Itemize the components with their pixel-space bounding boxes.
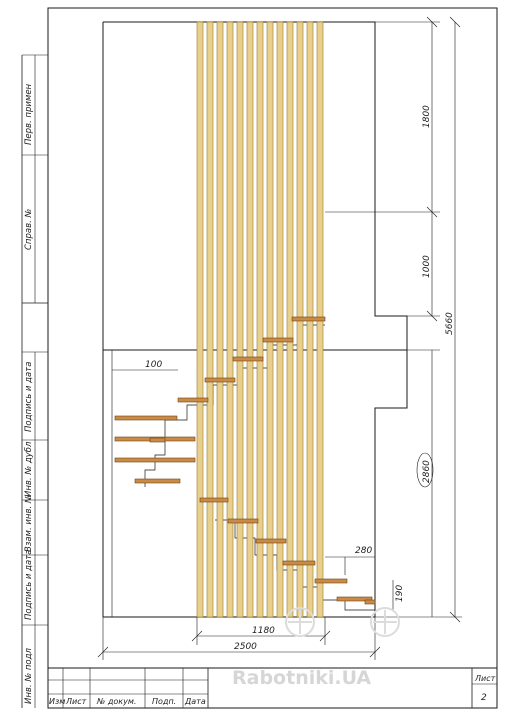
tb-podp: Подп. — [152, 697, 176, 706]
dim-2860: 2860 — [422, 460, 432, 483]
tread-1 — [291, 316, 326, 322]
tread-4 — [204, 377, 236, 383]
watermark: Rabotniki.UA — [232, 607, 400, 689]
title-block-texts: Изм Лист № докум. Подп. Дата Лист 2 — [49, 674, 496, 706]
tread-12 — [227, 518, 259, 524]
vertical-board-3 — [216, 21, 224, 618]
tread-2 — [262, 337, 294, 343]
vertical-board-9 — [276, 21, 284, 618]
vertical-board-4 — [226, 21, 234, 618]
dimension-lines — [97, 16, 462, 660]
tread-9 — [134, 478, 181, 484]
label-podpis-data-top: Подпись и дата — [24, 362, 34, 432]
watermark-text: Rabotniki.UA — [232, 667, 371, 689]
dimension-texts: 1800 1000 5660 2860 100 280 190 1180 250… — [145, 105, 455, 652]
tread-15 — [314, 578, 348, 584]
label-vzam-inv: Взам. инв. № — [24, 494, 34, 552]
dim-2500: 2500 — [234, 642, 257, 652]
vertical-board-8 — [266, 21, 274, 618]
dim-2860-frame — [416, 452, 434, 488]
watermark-emblem-icon — [285, 607, 400, 637]
dim-280: 280 — [355, 546, 372, 556]
tb-doc-no: № докум. — [96, 697, 136, 706]
tb-izm: Изм — [49, 697, 65, 706]
dim-1800: 1800 — [422, 105, 432, 128]
tread-5 — [177, 397, 209, 403]
vertical-board-1 — [196, 21, 204, 618]
dim-190: 190 — [395, 585, 405, 602]
dim-100: 100 — [145, 360, 162, 370]
tread-10 — [149, 437, 166, 443]
label-sprav-no: Справ. № — [24, 208, 34, 250]
tb-data: Дата — [184, 697, 206, 706]
tread-3 — [232, 356, 264, 362]
tread-13 — [255, 538, 287, 544]
title-block — [48, 667, 497, 708]
tb-sheet-label: Лист — [474, 674, 496, 683]
vertical-board-6 — [246, 21, 254, 618]
label-podpis-data-bottom: Подпись и дата — [24, 550, 34, 620]
vertical-board-7 — [256, 21, 264, 618]
side-labels: Перв. примен Справ. № Подпись и дата Инв… — [24, 83, 34, 704]
tb-sheet-number: 2 — [481, 693, 487, 703]
sheet-frame — [21, 7, 498, 709]
tread-6 — [114, 415, 178, 421]
dim-5660: 5660 — [445, 312, 455, 335]
tread-14 — [282, 560, 316, 566]
label-perv-primen: Перв. примен — [24, 83, 34, 145]
vertical-board-5 — [236, 21, 244, 618]
tread-11 — [199, 497, 229, 503]
tread-16 — [336, 596, 373, 602]
dim-1000: 1000 — [422, 255, 432, 278]
tread-17 — [364, 599, 376, 605]
treads — [114, 316, 376, 605]
label-inv-dubl: Инв. № дубл — [24, 441, 34, 497]
wall-outline — [102, 21, 408, 618]
tb-list: Лист — [65, 697, 87, 706]
dim-1180: 1180 — [252, 626, 275, 636]
vertical-board-2 — [206, 21, 214, 618]
label-inv-podl: Инв. № подл — [24, 647, 34, 704]
tread-8 — [114, 457, 196, 463]
